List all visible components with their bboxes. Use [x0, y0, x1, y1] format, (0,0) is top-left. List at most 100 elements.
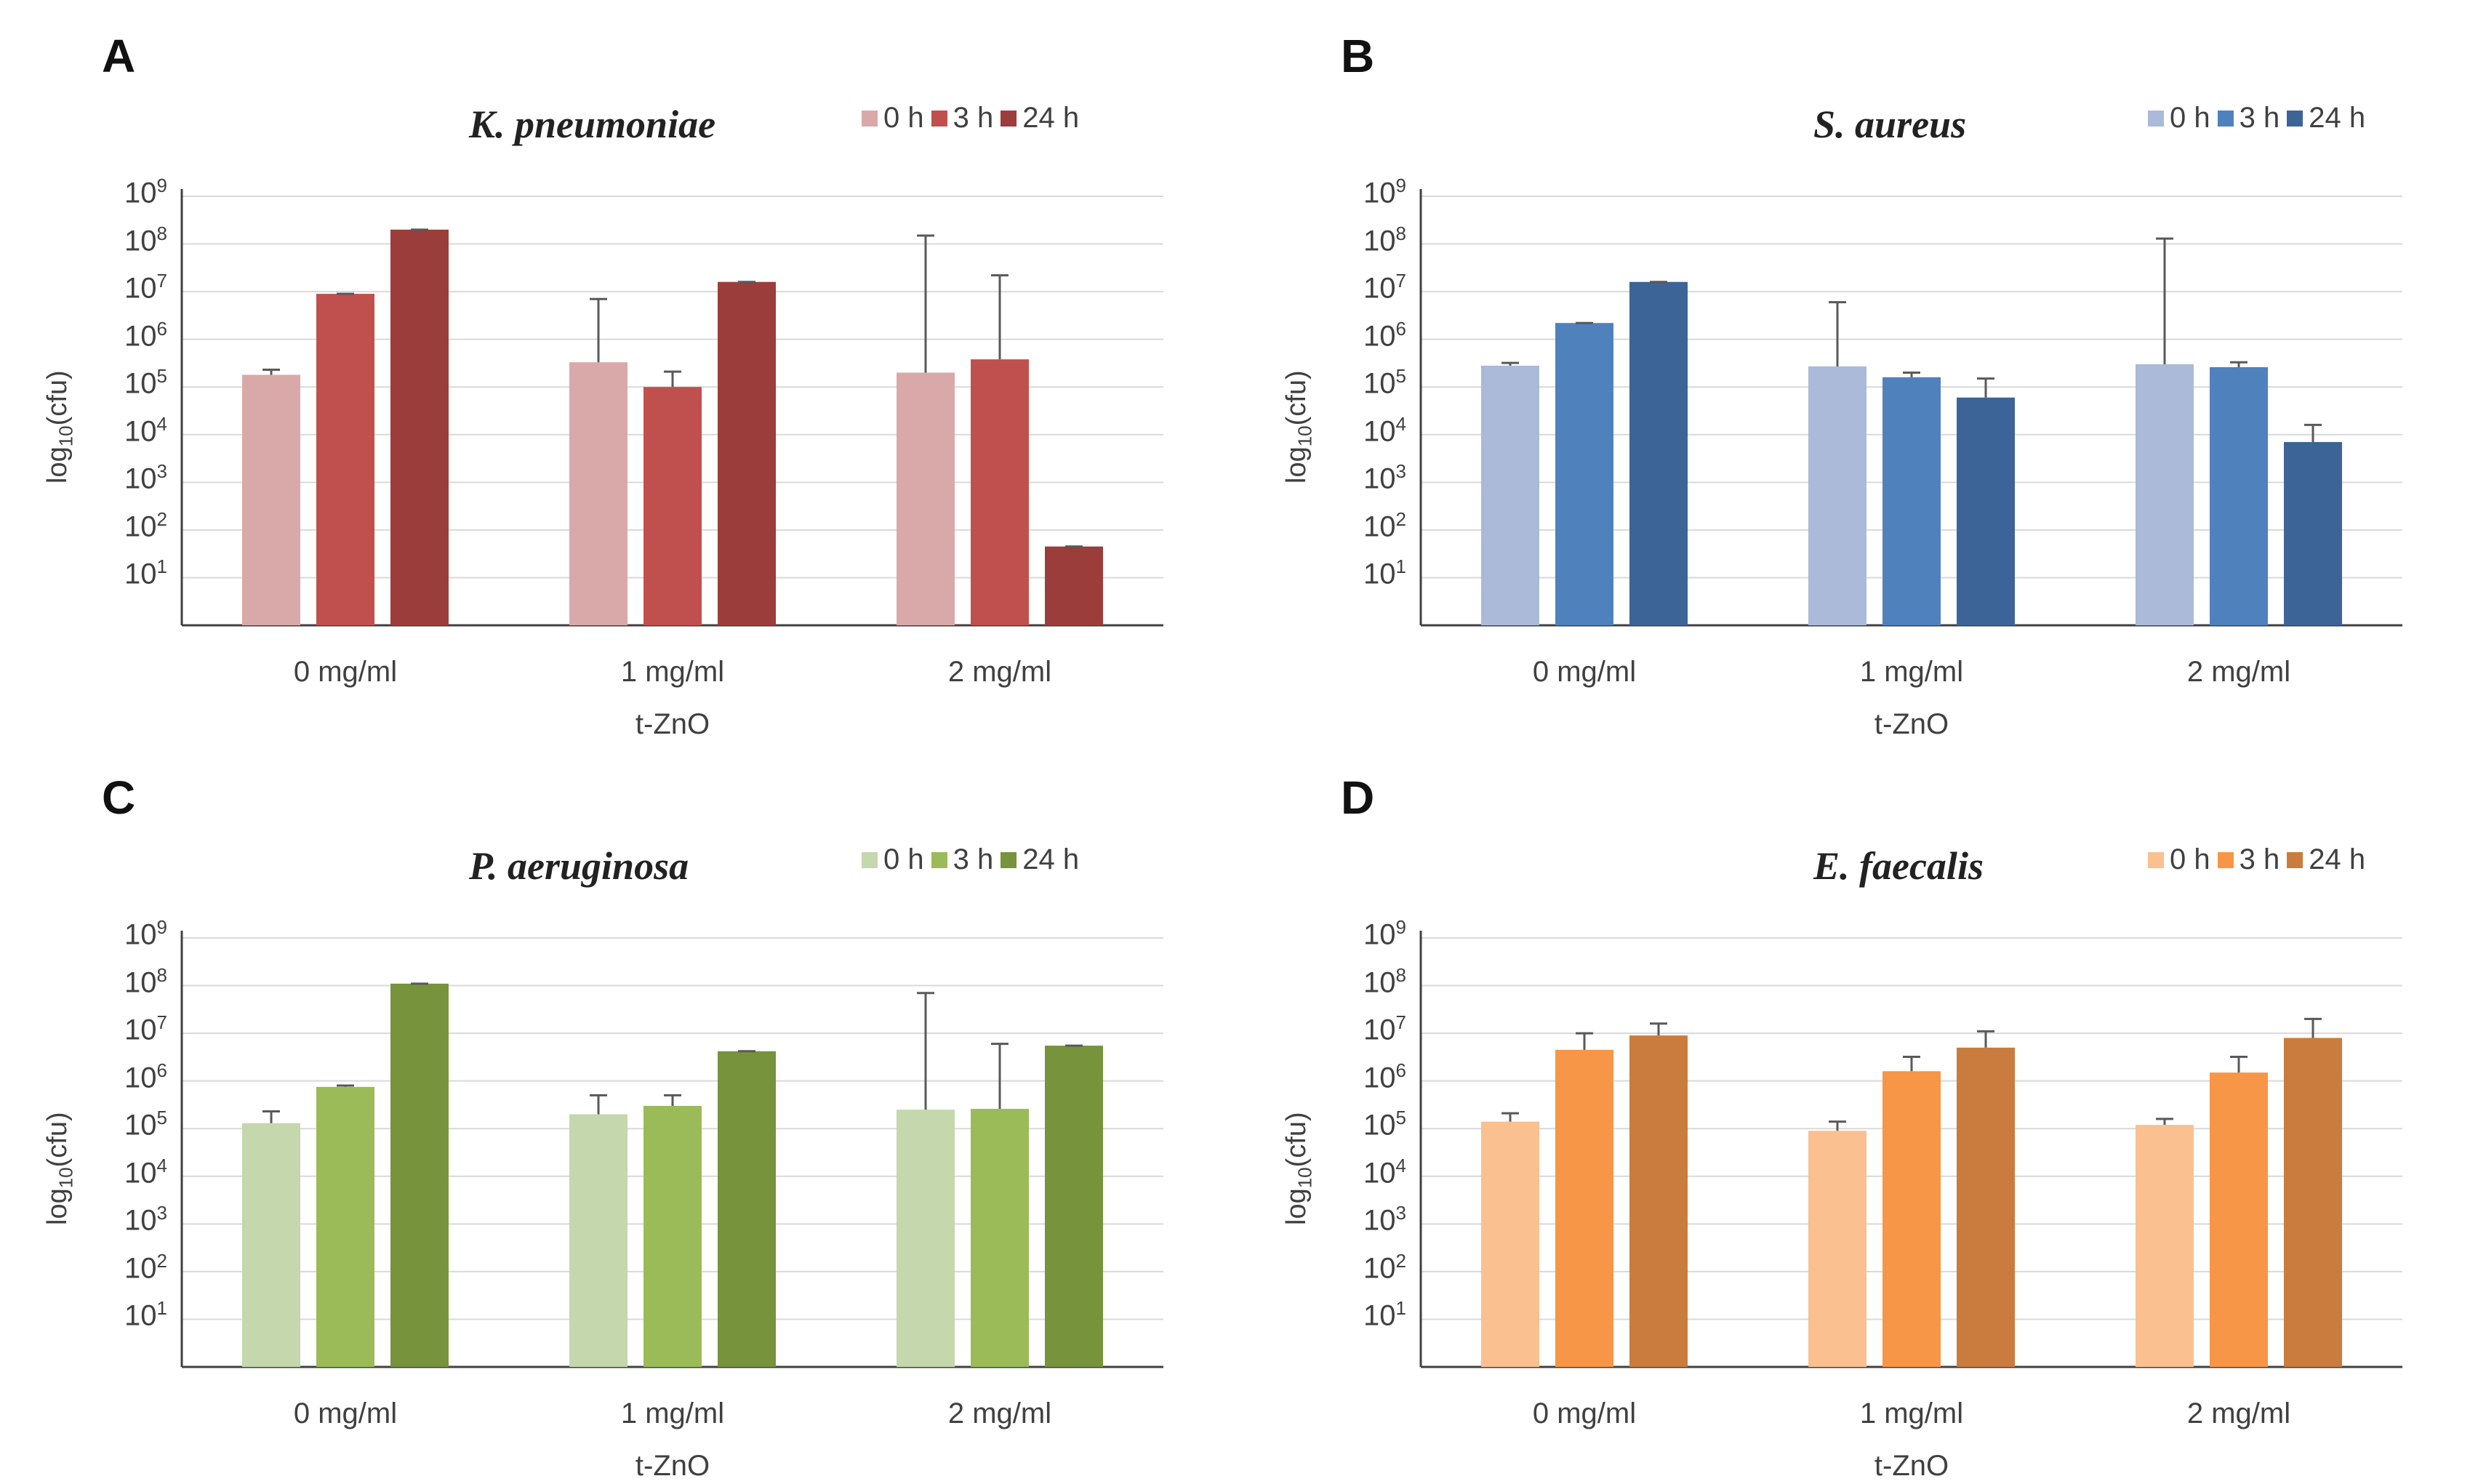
y-tick-exponent: 4 [1395, 412, 1406, 435]
bar-24h-1 [718, 1051, 776, 1367]
y-tick-label: 109 [109, 916, 167, 951]
legend-item-0h: 0 h [862, 102, 924, 135]
legend-swatch [1001, 110, 1017, 127]
bar-0h-2 [2136, 364, 2194, 625]
bar-0h-0 [242, 1123, 300, 1367]
legend-item-24h: 24 h [1001, 843, 1079, 876]
y-tick-label: 102 [109, 1250, 167, 1285]
y-tick-exponent: 2 [1395, 508, 1406, 530]
bar-0h-0 [242, 374, 300, 625]
bar-3h-1 [1882, 377, 1941, 625]
y-tick-exponent: 8 [156, 222, 167, 244]
y-tick-exponent: 7 [1395, 270, 1406, 292]
bar-3h-1 [643, 1105, 702, 1367]
x-tick-label: 0 mg/ml [293, 1397, 398, 1429]
chart-title: S. aureus [1813, 103, 1967, 146]
y-tick-base: 10 [1363, 415, 1396, 448]
y-tick-base: 10 [1363, 1014, 1396, 1046]
y-tick-base: 10 [124, 1109, 157, 1142]
legend-label: 24 h [1022, 843, 1080, 875]
bar-0h-1 [569, 1114, 627, 1367]
y-tick-exponent: 5 [1395, 365, 1406, 388]
y-tick-exponent: 9 [156, 175, 167, 196]
y-tick-exponent: 9 [1395, 175, 1406, 196]
y-tick-label: 101 [1348, 1297, 1406, 1332]
bar-3h-0 [316, 1086, 374, 1367]
bar-3h-2 [971, 359, 1029, 625]
x-tick-label: 0 mg/ml [293, 656, 398, 688]
y-tick-label: 109 [109, 175, 167, 209]
x-tick-label: 1 mg/ml [1859, 656, 1964, 688]
y-tick-base: 10 [124, 558, 157, 590]
bar-24h-2 [2284, 441, 2342, 625]
x-axis-label: t-ZnO [635, 708, 710, 740]
bar-3h-0 [1555, 1049, 1613, 1367]
y-tick-exponent: 8 [156, 963, 167, 986]
legend-swatch [2287, 110, 2303, 127]
bar-0h-2 [897, 372, 955, 625]
panel-letter: B [1341, 30, 1375, 82]
y-tick-exponent: 5 [156, 365, 167, 388]
bar-0h-0 [1481, 1121, 1539, 1367]
legend-swatch [931, 110, 947, 127]
x-axis-label: t-ZnO [1874, 1450, 1949, 1482]
legend-label: 3 h [953, 843, 994, 875]
y-tick-label: 107 [109, 1011, 167, 1046]
y-tick-label: 101 [1348, 556, 1406, 590]
legend: 0 h 3 h 24 h [2148, 102, 2373, 135]
legend-label: 24 h [2309, 102, 2366, 134]
legend: 0 h 3 h 24 h [2148, 843, 2373, 876]
y-tick-base: 10 [124, 1204, 157, 1237]
chart-title: K. pneumoniae [469, 103, 716, 146]
bar-0h-1 [1808, 1131, 1866, 1367]
legend-item-24h: 24 h [1001, 102, 1079, 135]
y-tick-exponent: 7 [156, 1011, 167, 1034]
legend-swatch [931, 851, 947, 868]
y-tick-label: 106 [1348, 318, 1406, 353]
y-tick-label: 104 [1348, 413, 1406, 448]
y-tick-exponent: 9 [1395, 916, 1406, 938]
legend-swatch [2217, 110, 2234, 127]
bar-0h-0 [1481, 365, 1539, 625]
bar-24h-2 [1045, 546, 1103, 625]
bar-24h-1 [1957, 1047, 2015, 1367]
y-tick-base: 10 [1363, 1204, 1396, 1237]
legend-item-0h: 0 h [2148, 102, 2210, 135]
y-tick-base: 10 [1363, 1157, 1396, 1190]
legend-label: 3 h [2239, 843, 2280, 875]
legend-label: 24 h [1022, 102, 1080, 134]
y-tick-exponent: 1 [156, 1297, 167, 1320]
bar-24h-2 [1045, 1046, 1103, 1367]
y-tick-base: 10 [1363, 462, 1396, 495]
bar-3h-2 [2210, 1072, 2268, 1367]
bar-3h-0 [316, 294, 374, 625]
y-tick-label: 109 [1348, 916, 1406, 951]
bar-0h-2 [897, 1110, 955, 1367]
y-tick-base: 10 [124, 367, 157, 400]
x-axis-label: t-ZnO [1874, 708, 1949, 740]
y-tick-exponent: 4 [156, 412, 167, 435]
bar-24h-2 [2284, 1038, 2342, 1367]
legend-label: 3 h [953, 102, 994, 134]
legend-label: 0 h [2170, 102, 2210, 134]
y-tick-label: 107 [1348, 270, 1406, 305]
y-tick-exponent: 6 [156, 1059, 167, 1081]
bar-24h-0 [1629, 1035, 1688, 1367]
bar-0h-2 [2136, 1125, 2194, 1367]
y-tick-label: 105 [1348, 365, 1406, 400]
legend-swatch [1001, 851, 1017, 868]
bar-24h-0 [390, 983, 449, 1367]
chart-title: P. aeruginosa [469, 844, 689, 888]
y-tick-exponent: 5 [1395, 1107, 1406, 1129]
y-tick-exponent: 2 [156, 1249, 167, 1272]
y-tick-base: 10 [124, 918, 157, 951]
y-tick-label: 102 [1348, 508, 1406, 543]
y-tick-exponent: 5 [156, 1107, 167, 1129]
bar-3h-1 [1882, 1071, 1941, 1367]
y-tick-base: 10 [124, 224, 157, 257]
bar-0h-1 [1808, 366, 1866, 625]
legend: 0 h 3 h 24 h [862, 843, 1086, 876]
y-tick-base: 10 [1363, 177, 1396, 209]
